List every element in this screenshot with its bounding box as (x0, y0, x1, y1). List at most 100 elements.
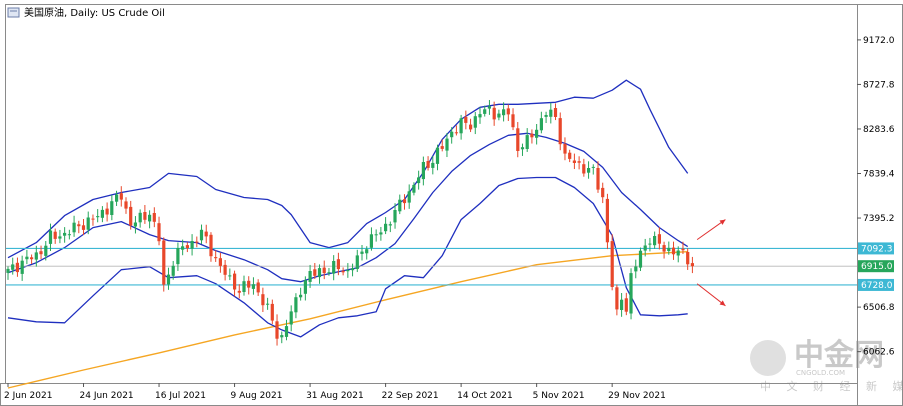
candle (445, 132, 449, 158)
candle-body (242, 281, 246, 292)
candle-body (539, 118, 543, 131)
candle-body (469, 124, 473, 130)
candle (289, 305, 293, 332)
candle-body (166, 274, 171, 285)
candle (34, 245, 38, 267)
candle-body (388, 224, 392, 226)
candle (110, 195, 114, 221)
arrow-up (696, 219, 726, 241)
y-tick-label: 8727.8 (863, 80, 895, 90)
candle-body (587, 168, 591, 173)
candle (218, 252, 222, 273)
x-tick-label: 29 Nov 2021 (608, 391, 666, 401)
candle (332, 255, 336, 281)
candle-body (643, 245, 647, 251)
candle (176, 242, 180, 271)
candle-body (435, 147, 440, 164)
candle-body (638, 250, 643, 268)
candle (77, 220, 81, 234)
candle (667, 241, 671, 255)
candle-body (119, 193, 123, 200)
x-tick-label: 5 Nov 2021 (533, 391, 585, 401)
candle (535, 124, 539, 145)
candle-body (176, 248, 180, 265)
candle (572, 153, 576, 170)
candle-body (91, 218, 95, 220)
candle-body (25, 256, 29, 260)
candle (327, 267, 331, 276)
candle (166, 267, 171, 290)
candle (653, 231, 657, 249)
candle-body (346, 270, 350, 272)
candle-body (568, 152, 572, 159)
candle-body (454, 132, 458, 134)
x-tick-label: 9 Aug 2021 (231, 391, 283, 401)
bollinger-upper-band (7, 79, 689, 259)
candle-body (190, 241, 194, 249)
candle-body (11, 264, 15, 270)
candle (511, 108, 515, 131)
candle (412, 182, 416, 196)
window-icon (7, 7, 20, 18)
candle-body (152, 213, 156, 222)
candle-body (648, 243, 652, 245)
candle (440, 139, 444, 152)
candle-body (610, 241, 614, 287)
candle (209, 232, 213, 262)
candle-body (39, 251, 43, 255)
candle (393, 203, 397, 229)
candle (341, 267, 345, 276)
level-tags-layer: 7092.3 6915.0 6728.0 (858, 242, 894, 291)
price-tag-label-support: 6728.0 (861, 281, 893, 291)
candle (553, 103, 558, 121)
candle-body (313, 269, 317, 276)
chart-header: 美国原油, Daily: US Crude Oil (7, 6, 165, 19)
candle (638, 247, 643, 272)
price-tag-current (858, 260, 894, 273)
candle-body (214, 257, 218, 259)
y-tick-label: 8283.6 (863, 125, 895, 135)
candle-body (671, 247, 676, 255)
candle (237, 284, 241, 299)
candle-body (412, 184, 416, 193)
candle-body (20, 260, 24, 274)
y-tick-label: 6062.6 (863, 348, 895, 358)
candle (577, 156, 581, 170)
candle (525, 128, 529, 152)
candle (643, 238, 647, 257)
candle (100, 206, 104, 223)
moving-average-line (7, 251, 688, 389)
candle-body (506, 108, 510, 115)
candle (676, 246, 680, 263)
candle-body (327, 272, 331, 274)
candle-body (284, 326, 289, 337)
y-tick-label: 9172.0 (863, 36, 895, 46)
arrow-shaft (696, 219, 726, 241)
candle-body (34, 252, 38, 260)
level-lines-layer (6, 247, 857, 286)
candle-body (634, 266, 638, 272)
candle (417, 170, 421, 190)
candle (459, 114, 463, 140)
candle-body (464, 117, 468, 123)
candle-body (181, 246, 185, 250)
candle (233, 270, 237, 297)
candle-body (237, 290, 241, 293)
candle (374, 229, 378, 242)
x-tick-label: 22 Sep 2021 (382, 391, 439, 401)
candle (6, 266, 10, 280)
candle-body (77, 224, 81, 227)
x-tick-label: 31 Aug 2021 (306, 391, 364, 401)
candle (152, 207, 156, 228)
candle (605, 193, 609, 250)
candle (171, 260, 175, 280)
candle-body (308, 271, 312, 282)
candle (516, 122, 520, 158)
candle (469, 118, 473, 133)
y-tick-label: 7395.2 (863, 214, 895, 224)
candle (181, 239, 185, 256)
candle (596, 161, 600, 193)
candle-body (549, 109, 553, 117)
candle (91, 214, 95, 226)
